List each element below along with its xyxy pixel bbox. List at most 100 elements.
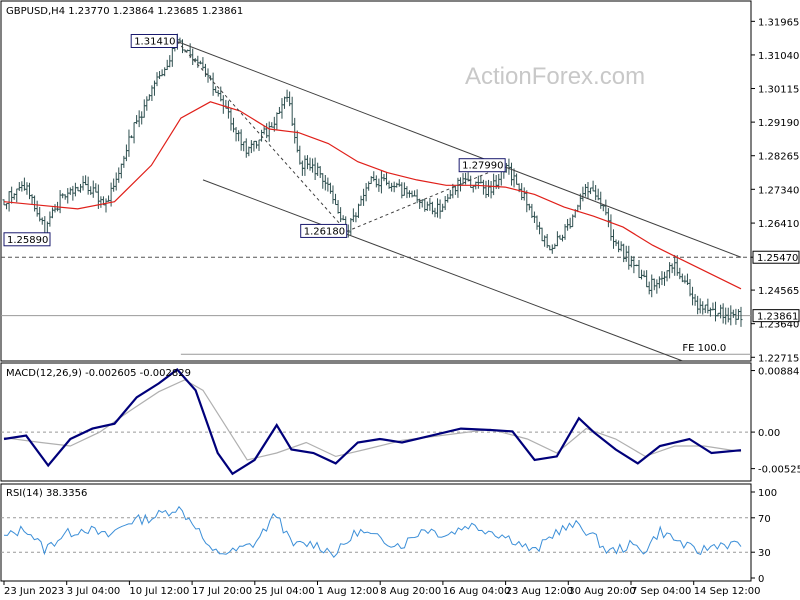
price-bar xyxy=(219,86,223,102)
price-bar xyxy=(33,195,37,212)
fe-label: FE 100.0 xyxy=(682,343,726,354)
price-bar xyxy=(285,89,289,103)
price-bar xyxy=(91,180,95,198)
price-bar xyxy=(71,185,75,201)
price-bar xyxy=(198,60,202,65)
swing-label-box xyxy=(458,158,506,173)
price-bar xyxy=(456,177,460,198)
price-bar xyxy=(290,96,294,126)
price-bar xyxy=(642,270,646,278)
price-bar xyxy=(489,180,493,199)
price-bar xyxy=(507,158,511,175)
price-bar xyxy=(448,189,452,200)
price-panel xyxy=(2,33,743,362)
price-bar xyxy=(152,80,156,96)
swing-label: 1.27990 xyxy=(462,161,503,172)
price-bar xyxy=(104,198,108,213)
price-bar xyxy=(538,221,542,235)
price-bar xyxy=(535,215,539,230)
price-y-tick-label: 1.22715 xyxy=(758,353,799,364)
price-bar xyxy=(543,235,547,247)
price-bar xyxy=(61,193,65,199)
price-bar xyxy=(308,157,312,171)
price-bar xyxy=(226,100,230,119)
price-bar xyxy=(647,281,651,295)
price-bar xyxy=(703,304,707,314)
upper-channel-line xyxy=(177,41,742,258)
price-bar xyxy=(385,172,389,186)
price-bar xyxy=(522,187,526,201)
price-bar xyxy=(354,212,358,223)
x-tick-label: 8 Aug 20:00 xyxy=(380,586,441,597)
price-bar xyxy=(73,182,77,197)
price-bar xyxy=(316,162,320,176)
price-bar xyxy=(395,182,399,188)
price-bar xyxy=(168,55,172,68)
lower-channel-line xyxy=(202,179,683,362)
price-y-tick-label: 1.23640 xyxy=(758,320,799,331)
price-bar xyxy=(7,191,11,212)
price-bar xyxy=(58,190,62,214)
price-bar xyxy=(609,214,613,241)
price-bar xyxy=(244,138,248,158)
price-bar xyxy=(471,184,475,193)
price-bar xyxy=(413,190,417,197)
price-bar xyxy=(410,190,414,198)
price-bar xyxy=(466,172,470,182)
price-bar xyxy=(89,186,93,195)
price-bar xyxy=(571,214,575,228)
price-bar xyxy=(668,262,672,279)
x-tick-label: 3 Jul 04:00 xyxy=(67,586,121,597)
price-bar xyxy=(35,200,39,217)
price-bar xyxy=(645,270,649,288)
price-bar xyxy=(81,175,85,191)
price-bar xyxy=(135,115,139,125)
price-bar xyxy=(158,71,162,80)
price-bar xyxy=(611,229,615,249)
price-y-tick-label: 1.31965 xyxy=(758,17,799,28)
price-bar xyxy=(66,188,70,204)
price-bar xyxy=(186,49,190,52)
price-bar xyxy=(76,186,80,192)
price-bar xyxy=(379,170,383,194)
price-bar xyxy=(374,175,378,188)
price-bar xyxy=(288,91,292,107)
axis-labels: 1.31965 1.31040 1.30115 1.29190 1.28265 1.273… xyxy=(3,17,800,597)
price-bar xyxy=(558,234,562,240)
price-bar xyxy=(606,208,610,228)
price-bar xyxy=(38,207,42,222)
price-bar xyxy=(221,95,225,114)
projection-2-line xyxy=(346,165,506,232)
price-bar xyxy=(267,121,271,142)
x-tick-label: 14 Sep 12:00 xyxy=(694,586,761,597)
price-bar xyxy=(696,295,700,315)
swing-label: 1.26180 xyxy=(304,226,345,237)
price-bar xyxy=(443,196,447,211)
macd-panel xyxy=(3,368,742,476)
price-bar xyxy=(86,176,90,195)
price-bar xyxy=(277,106,281,115)
price-bar xyxy=(326,177,330,192)
price-bar xyxy=(446,194,450,203)
price-bar xyxy=(163,67,167,77)
price-bar xyxy=(112,178,116,192)
price-bar xyxy=(660,271,664,286)
price-bar xyxy=(530,203,534,219)
x-tick-label: 23 Jun 2023 xyxy=(4,586,64,597)
price-bar xyxy=(232,117,236,133)
price-bar xyxy=(48,211,52,227)
price-bar xyxy=(25,182,29,195)
price-bar xyxy=(10,186,14,204)
x-tick-label: 25 Jul 04:00 xyxy=(255,586,315,597)
price-bar xyxy=(400,182,404,199)
price-bar xyxy=(591,180,595,192)
price-bar xyxy=(79,183,83,193)
price-y-tick-label: 1.27340 xyxy=(758,185,799,196)
price-bar xyxy=(239,129,243,151)
price-bar xyxy=(563,224,567,240)
price-bar xyxy=(318,166,322,179)
price-bar xyxy=(540,227,544,242)
macd-signal-line xyxy=(3,379,742,461)
price-bar xyxy=(739,306,743,327)
